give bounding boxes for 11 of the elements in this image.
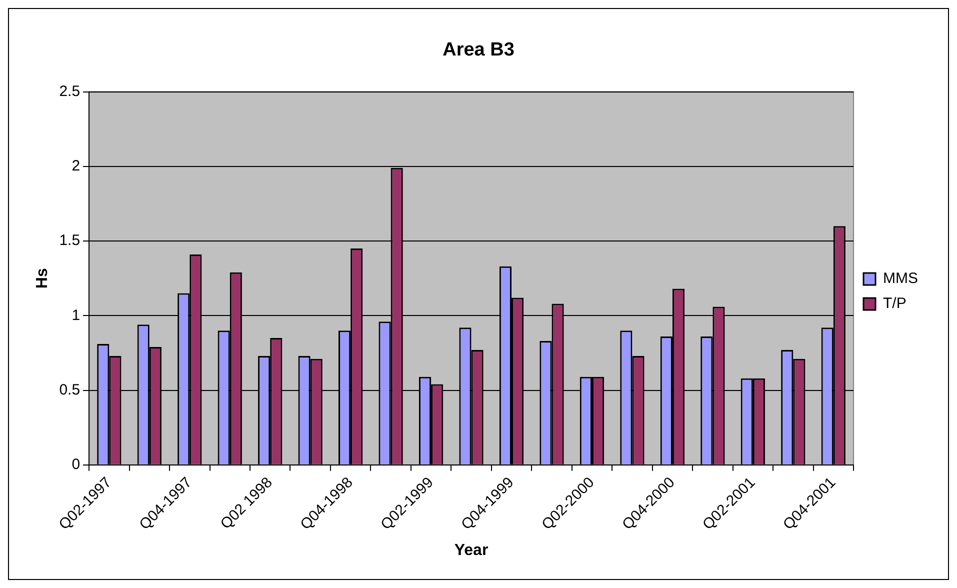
chart-title: Area B3 — [442, 40, 514, 61]
legend-label: MMS — [883, 270, 918, 288]
y-tick-label: 2.5 — [59, 82, 80, 100]
y-tick-label: 1.5 — [59, 232, 80, 250]
y-tick-label: 1 — [72, 306, 80, 324]
legend-label: T/P — [883, 295, 906, 312]
y-tick-label: 2 — [72, 158, 80, 175]
x-axis-title: Year — [454, 542, 488, 559]
y-tick-label: 0 — [72, 456, 80, 474]
y-axis-title: Hs — [34, 268, 52, 289]
y-tick-label: 0.5 — [59, 381, 80, 398]
